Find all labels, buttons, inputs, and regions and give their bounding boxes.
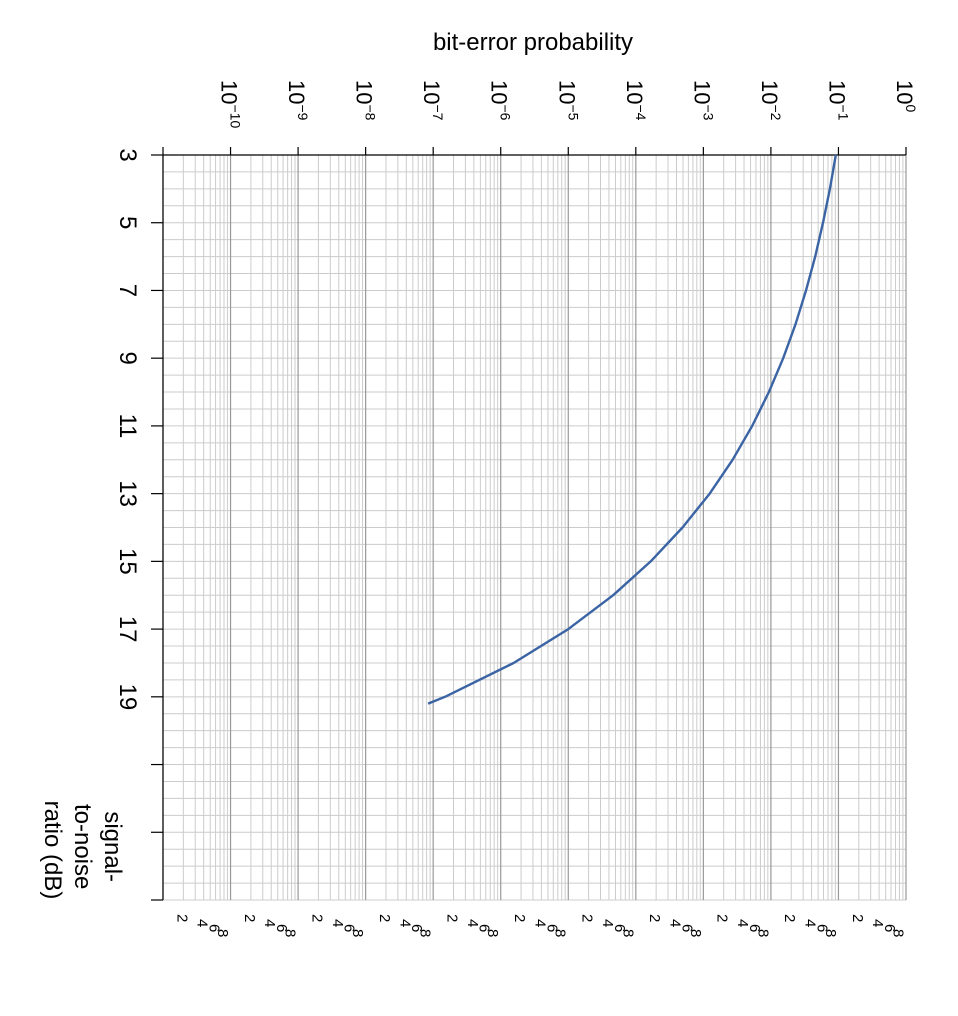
minor-label: 2 — [714, 914, 731, 922]
minor-label: 8 — [484, 929, 501, 937]
minor-label: 2 — [646, 914, 663, 922]
decade-label: 10−1 — [824, 80, 851, 121]
x-axis-label: signal- to-noise ratio (dB) — [39, 801, 126, 900]
snr-tick-label: 11 — [114, 413, 141, 438]
ber-curve — [427, 154, 837, 705]
snr-tick-label: 15 — [114, 548, 141, 575]
decade-label: 10−8 — [352, 80, 379, 121]
minor-label: 4 — [464, 919, 481, 927]
minor-label: 8 — [417, 929, 434, 937]
minor-label: 4 — [194, 919, 211, 927]
minor-label: 6 — [543, 924, 560, 932]
minor-label: 6 — [341, 924, 358, 932]
minor-label: 2 — [444, 914, 461, 922]
minor-label: 4 — [329, 919, 346, 927]
chart-title: bit-error probability — [433, 29, 633, 56]
minor-label: 6 — [881, 924, 898, 932]
decade-label: 10−10 — [217, 80, 244, 128]
axes — [151, 147, 907, 901]
minor-label: 8 — [552, 929, 569, 937]
minor-label: 6 — [273, 924, 290, 932]
minor-label: 6 — [746, 924, 763, 932]
decade-label: 10−9 — [284, 80, 311, 121]
snr-tick-label: 13 — [114, 480, 141, 507]
x-tick-labels: 3 5 7 9 11 13 15 17 19 — [114, 148, 141, 710]
minor-label: 6 — [678, 924, 695, 932]
minor-label: 6 — [611, 924, 628, 932]
decade-labels: 10−10 10−9 10−8 10−7 10−6 10−5 10−4 10−3 10−2 10−… — [217, 80, 919, 128]
decade-label: 10−5 — [554, 80, 581, 121]
minor-label: 2 — [511, 914, 528, 922]
minor-label: 2 — [849, 914, 866, 922]
minor-labels: 2468246824682468246824682468246824682468… — [173, 914, 906, 937]
minor-label: 4 — [261, 919, 278, 927]
x-axis-label-line-1: signal- — [99, 811, 126, 882]
minor-label: 4 — [599, 919, 616, 927]
decade-label: 10−4 — [622, 80, 649, 121]
minor-label: 2 — [241, 914, 258, 922]
minor-label: 4 — [734, 919, 751, 927]
minor-label: 4 — [869, 919, 886, 927]
decade-label: 10−7 — [419, 80, 446, 121]
minor-label: 8 — [214, 929, 231, 937]
minor-label: 4 — [802, 919, 819, 927]
minor-label: 4 — [531, 919, 548, 927]
minor-label: 2 — [308, 914, 325, 922]
minor-label: 2 — [579, 914, 596, 922]
decade-label: 100 — [892, 80, 919, 112]
snr-tick-label: 17 — [114, 616, 141, 643]
minor-label: 8 — [349, 929, 366, 937]
decade-label: 10−6 — [487, 80, 514, 121]
snr-tick-label: 5 — [114, 216, 141, 229]
minor-label: 6 — [408, 924, 425, 932]
x-axis-label-line-2: to-noise — [69, 804, 96, 889]
minor-label: 2 — [781, 914, 798, 922]
minor-label: 8 — [687, 929, 704, 937]
minor-label: 6 — [476, 924, 493, 932]
minor-label: 8 — [822, 929, 839, 937]
x-axis-label-line-3: ratio (dB) — [39, 801, 66, 900]
minor-label: 8 — [282, 929, 299, 937]
grid-minor — [163, 154, 906, 901]
minor-label: 6 — [206, 924, 223, 932]
minor-label: 2 — [173, 914, 190, 922]
minor-label: 8 — [889, 929, 906, 937]
series — [427, 154, 837, 705]
snr-tick-label: 9 — [114, 352, 141, 365]
decade-label: 10−3 — [689, 80, 716, 121]
minor-label: 2 — [376, 914, 393, 922]
minor-label: 8 — [754, 929, 771, 937]
minor-label: 4 — [396, 919, 413, 927]
snr-tick-label: 19 — [114, 683, 141, 710]
minor-label: 4 — [666, 919, 683, 927]
decade-label: 10−2 — [757, 80, 784, 121]
minor-label: 8 — [619, 929, 636, 937]
snr-tick-label: 7 — [114, 284, 141, 297]
minor-label: 6 — [813, 924, 830, 932]
snr-tick-label: 3 — [114, 148, 141, 161]
